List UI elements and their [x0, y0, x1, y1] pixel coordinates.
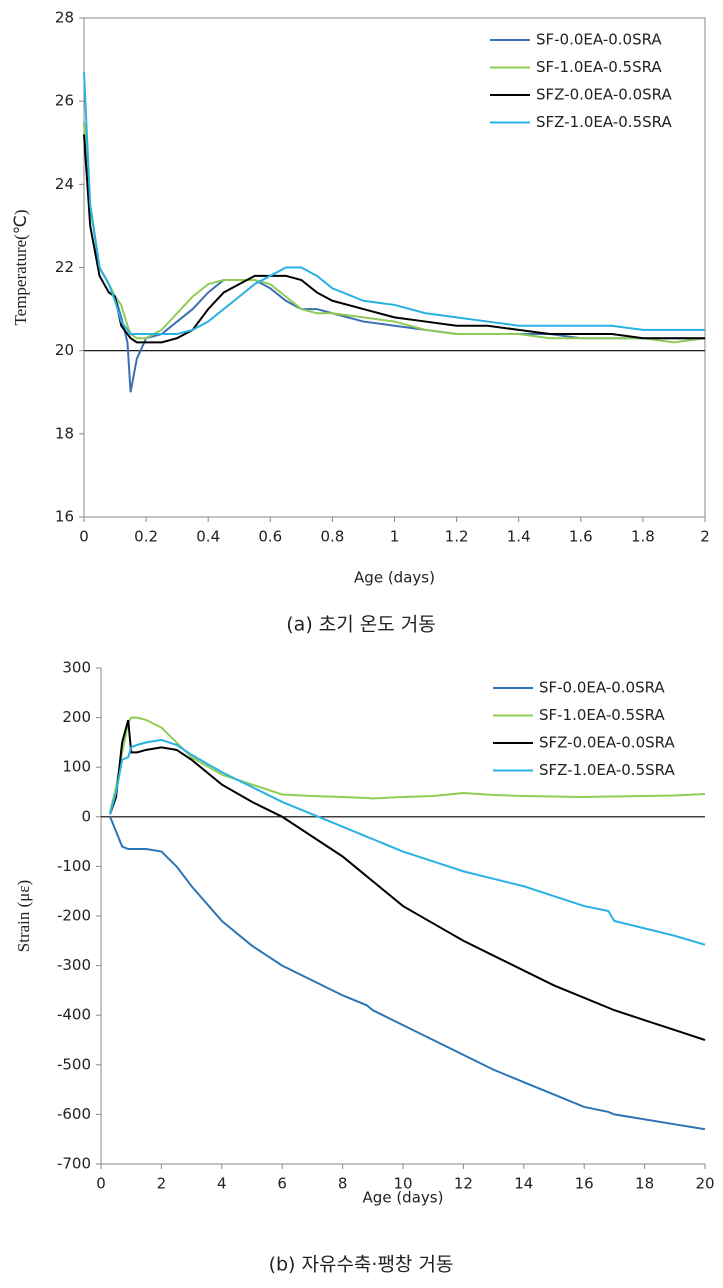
x-tick-label: 1.4: [507, 528, 531, 546]
y-tick-label: -500: [57, 1055, 91, 1073]
legend-label: SF-0.0EA-0.0SRA: [536, 31, 662, 49]
y-tick-label: 300: [62, 659, 91, 677]
legend-label: SF-1.0EA-0.5SRA: [539, 706, 665, 724]
x-tick-label: 1.8: [631, 528, 655, 546]
y-axis-label: Temperature(℃): [11, 209, 30, 325]
legend-label: SFZ-0.0EA-0.0SRA: [539, 734, 675, 752]
y-tick-label: 0: [81, 807, 91, 825]
x-tick-label: 0.4: [196, 528, 220, 546]
x-axis-label: Age (days): [354, 569, 435, 587]
data-line: [109, 738, 706, 946]
caption: (a) 초기 온도 거동: [286, 614, 435, 636]
caption: (b) 자유수축·팽창 거동: [269, 1254, 454, 1276]
x-tick-label: 0.6: [258, 528, 282, 546]
x-tick-label: 0: [96, 1175, 106, 1193]
data-line: [109, 719, 706, 1041]
x-tick-label: 2: [700, 528, 710, 546]
y-tick-label: 28: [55, 9, 74, 27]
y-tick-label: 26: [55, 92, 74, 110]
x-tick-label: 8: [338, 1175, 348, 1193]
x-tick-label: 10: [393, 1175, 412, 1193]
data-line: [109, 816, 706, 1131]
y-tick-label: 18: [55, 424, 74, 442]
legend-label: SFZ-1.0EA-0.5SRA: [539, 761, 675, 779]
y-tick-label: -700: [57, 1155, 91, 1173]
y-axis-label: Strain (με): [14, 880, 33, 952]
y-tick-label: 22: [55, 258, 74, 276]
y-tick-label: -600: [57, 1105, 91, 1123]
x-tick-label: 18: [635, 1175, 654, 1193]
x-tick-label: 14: [514, 1175, 533, 1193]
x-tick-label: 1: [390, 528, 400, 546]
data-line: [83, 72, 705, 336]
x-tick-label: 6: [277, 1175, 287, 1193]
y-tick-label: -400: [57, 1006, 91, 1024]
x-tick-label: 1.2: [445, 528, 469, 546]
x-tick-label: 0: [79, 528, 89, 546]
y-tick-label: 200: [62, 708, 91, 726]
data-line: [109, 716, 706, 813]
legend-label: SFZ-0.0EA-0.0SRA: [536, 86, 672, 104]
legend-label: SF-1.0EA-0.5SRA: [536, 58, 662, 76]
data-line: [83, 121, 706, 344]
x-tick-label: 4: [217, 1175, 227, 1193]
x-tick-label: 2: [157, 1175, 167, 1193]
y-tick-label: 100: [62, 758, 91, 776]
y-tick-label: -100: [57, 857, 91, 875]
y-tick-label: -300: [57, 956, 91, 974]
x-axis-label: Age (days): [363, 1189, 444, 1207]
y-tick-label: 24: [55, 175, 74, 193]
data-line: [83, 121, 705, 393]
x-tick-label: 20: [695, 1175, 714, 1193]
x-tick-label: 16: [575, 1175, 594, 1193]
x-tick-label: 1.6: [569, 528, 593, 546]
legend-label: SFZ-1.0EA-0.5SRA: [536, 113, 672, 131]
y-tick-label: -200: [57, 907, 91, 925]
x-tick-label: 12: [454, 1175, 473, 1193]
y-tick-label: 20: [55, 341, 74, 359]
x-tick-label: 0.8: [320, 528, 344, 546]
y-tick-label: 16: [55, 508, 74, 526]
x-tick-label: 0.2: [134, 528, 158, 546]
data-line: [83, 134, 705, 344]
legend-label: SF-0.0EA-0.0SRA: [539, 679, 665, 697]
